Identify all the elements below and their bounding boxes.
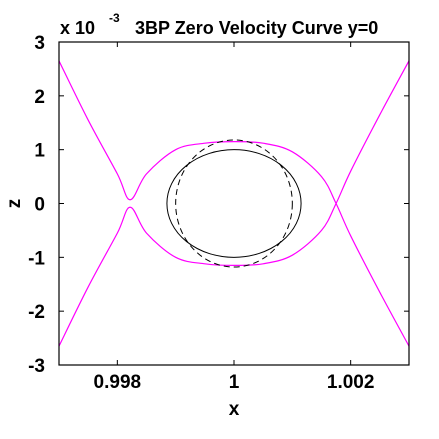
- y-tick-label: -2: [28, 302, 45, 323]
- y-tick-label: 1: [34, 141, 45, 162]
- y-tick-label: -3: [28, 356, 45, 377]
- ticks-layer: 0.998 1 1.002 -3 -2 -1 0 1 2 3: [28, 33, 409, 393]
- y-tick-label: 3: [34, 33, 45, 54]
- x-tick-label: 1.002: [327, 372, 375, 393]
- exponent-power: -3: [109, 11, 120, 25]
- plot-frame: [58, 41, 410, 366]
- x-axis-label: x: [229, 399, 240, 420]
- y-tick-label: 0: [34, 195, 45, 216]
- zero-velocity-curve-2: [59, 60, 409, 347]
- x-tick-label: 0.998: [94, 372, 142, 393]
- solid-ellipse-curve: [166, 149, 302, 258]
- y-tick-label: 2: [34, 87, 45, 108]
- dashed-ellipse-curve: [175, 139, 293, 268]
- y-axis-label: z: [4, 199, 25, 209]
- y-tick-label: -1: [28, 248, 45, 269]
- exponent-base: x 10: [60, 18, 95, 38]
- zero-velocity-curve-1: [59, 60, 409, 347]
- x-tick-label: 1: [229, 372, 240, 393]
- plot-layer: [59, 60, 409, 347]
- chart-title: 3BP Zero Velocity Curve y=0: [135, 18, 378, 38]
